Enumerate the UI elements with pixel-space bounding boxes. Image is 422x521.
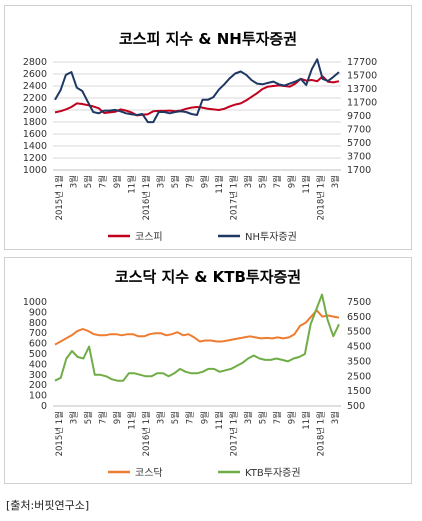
chart1-left-tick-label: 1400 <box>23 141 47 152</box>
chart1-right-tick-label: 3700 <box>347 152 371 163</box>
chart2-x-tick-label: 2018년 1월 <box>315 411 326 456</box>
chart2-left-tick-label: 700 <box>29 328 47 339</box>
chart2-right-tick-label: 2500 <box>347 371 371 382</box>
chart2-x-tick-label: 7월 <box>98 411 109 424</box>
kosdaq-ktb-chart-panel: 코스닥 지수 & KTB투자증권 0 100 200 300 400 500 600 700 80… <box>4 257 412 484</box>
chart1-right-tick-label: 5700 <box>347 138 371 149</box>
chart1-right-tick-label: 15700 <box>347 71 377 82</box>
chart2-x-tick-label: 3월 <box>330 411 341 424</box>
chart2-left-tick-label: 1000 <box>23 297 47 308</box>
chart2-x-tick-label: 9월 <box>286 411 297 424</box>
chart2-left-tick-label: 600 <box>29 339 47 350</box>
chart2-x-tick-label: 2017년 1월 <box>228 411 239 456</box>
chart1-right-tick-label: 1700 <box>347 165 371 176</box>
chart1-title: 코스피 지수 & NH투자증권 <box>119 30 297 48</box>
chart1-right-tick-label: 17700 <box>347 57 377 68</box>
chart2-legend-label: 코스닥 <box>135 467 163 479</box>
chart1-x-tick-label: 5월 <box>257 175 268 188</box>
chart1-x-tick-label: 7월 <box>272 175 283 188</box>
chart1-left-tick-label: 2600 <box>23 69 47 80</box>
chart2-x-tick-label: 7월 <box>272 411 283 424</box>
chart1-left-tick-label: 1600 <box>23 129 47 140</box>
chart2-left-tick-label: 800 <box>29 318 47 329</box>
chart2-x-tick-label: 2015년 1월 <box>54 411 65 456</box>
chart2-x-tick-label: 2016년 1월 <box>141 411 152 456</box>
chart1-x-tick-label: 2018년 1월 <box>315 175 326 220</box>
source-note: [출처:버핏연구소] <box>6 499 90 512</box>
chart1-x-tick-label: 11월 <box>301 175 312 194</box>
chart1-x-tick-label: 7월 <box>98 175 109 188</box>
chart1-x-tick-label: 11월 <box>214 175 225 194</box>
chart2-left-tick-label: 400 <box>29 359 47 370</box>
chart2-left-tick-label: 200 <box>29 380 47 391</box>
chart2-right-tick-label: 6500 <box>347 312 371 323</box>
chart2-x-tick-label: 9월 <box>112 411 123 424</box>
chart2-left-tick-label: 300 <box>29 370 47 381</box>
kosdaq-ktb-chart: 코스닥 지수 & KTB투자증권010020030040050060070080… <box>23 268 371 479</box>
chart2-x-tick-label: 9월 <box>199 411 210 424</box>
chart2-left-tick-label: 900 <box>29 307 47 318</box>
chart1-x-tick-label: 2016년 1월 <box>141 175 152 220</box>
chart1-x-tick-label: 5월 <box>170 175 181 188</box>
chart2-x-tick-label: 5월 <box>257 411 268 424</box>
chart1-left-tick-label: 2200 <box>23 93 47 104</box>
chart1-right-tick-label: 7700 <box>347 125 371 136</box>
chart2-series-line-2 <box>54 293 340 382</box>
chart1-x-tick-label: 3월 <box>156 175 167 188</box>
chart1-x-tick-label: 9월 <box>286 175 297 188</box>
chart1-x-tick-label: 2015년 1월 <box>54 175 65 220</box>
chart2-left-tick-label: 100 <box>29 391 47 402</box>
chart1-x-tick-label: 11월 <box>127 175 138 194</box>
chart2-right-tick-label: 500 <box>347 401 365 412</box>
chart2-right-tick-label: 4500 <box>347 342 371 353</box>
chart2-title: 코스닥 지수 & KTB투자증권 <box>115 268 301 286</box>
chart2-legend-label: KTB투자증권 <box>245 467 301 479</box>
chart1-x-tick-label: 3월 <box>243 175 254 188</box>
chart1-right-tick-label: 11700 <box>347 98 377 109</box>
chart1-x-tick-label: 5월 <box>83 175 94 188</box>
chart1-left-tick-label: 1200 <box>23 153 47 164</box>
chart2-x-tick-label: 3월 <box>243 411 254 424</box>
chart2-right-tick-label: 3500 <box>347 356 371 367</box>
chart1-x-tick-label: 9월 <box>199 175 210 188</box>
chart1-right-tick-label: 13700 <box>347 84 377 95</box>
chart1-left-tick-label: 2000 <box>23 105 47 116</box>
chart1-legend-label: 코스피 <box>135 231 163 243</box>
chart2-x-tick-label: 5월 <box>170 411 181 424</box>
chart2-left-tick-label: 0 <box>41 401 47 412</box>
kospi-nh-chart: 코스피 지수 & NH투자증권1000120014001600180020002… <box>23 30 377 243</box>
chart1-left-tick-label: 1000 <box>23 165 47 176</box>
chart1-left-tick-label: 2400 <box>23 81 47 92</box>
chart1-legend-label: NH투자증권 <box>245 231 297 243</box>
chart1-series-line-2 <box>54 58 340 124</box>
chart1-x-tick-label: 2017년 1월 <box>228 175 239 220</box>
chart2-x-tick-label: 11월 <box>214 411 225 430</box>
chart1-left-tick-label: 2800 <box>23 57 47 68</box>
chart1-x-tick-label: 3월 <box>69 175 80 188</box>
chart2-right-tick-label: 5500 <box>347 327 371 338</box>
chart2-right-tick-label: 7500 <box>347 297 371 308</box>
chart2-right-tick-label: 1500 <box>347 386 371 397</box>
chart1-right-tick-label: 9700 <box>347 111 371 122</box>
kospi-nh-chart-panel: 코스피 지수 & NH투자증권 1000 1200 1400 1600 1800 2000 2… <box>4 5 412 250</box>
chart2-x-tick-label: 3월 <box>69 411 80 424</box>
chart2-x-tick-label: 11월 <box>127 411 138 430</box>
chart1-x-tick-label: 9월 <box>112 175 123 188</box>
chart2-x-tick-label: 3월 <box>156 411 167 424</box>
chart1-x-tick-label: 7월 <box>185 175 196 188</box>
chart2-x-tick-label: 7월 <box>185 411 196 424</box>
chart1-x-tick-label: 3월 <box>330 175 341 188</box>
chart2-x-tick-label: 5월 <box>83 411 94 424</box>
chart2-x-tick-label: 11월 <box>301 411 312 430</box>
chart2-left-tick-label: 500 <box>29 349 47 360</box>
chart1-left-tick-label: 1800 <box>23 117 47 128</box>
chart2-series-line-1 <box>54 309 340 346</box>
